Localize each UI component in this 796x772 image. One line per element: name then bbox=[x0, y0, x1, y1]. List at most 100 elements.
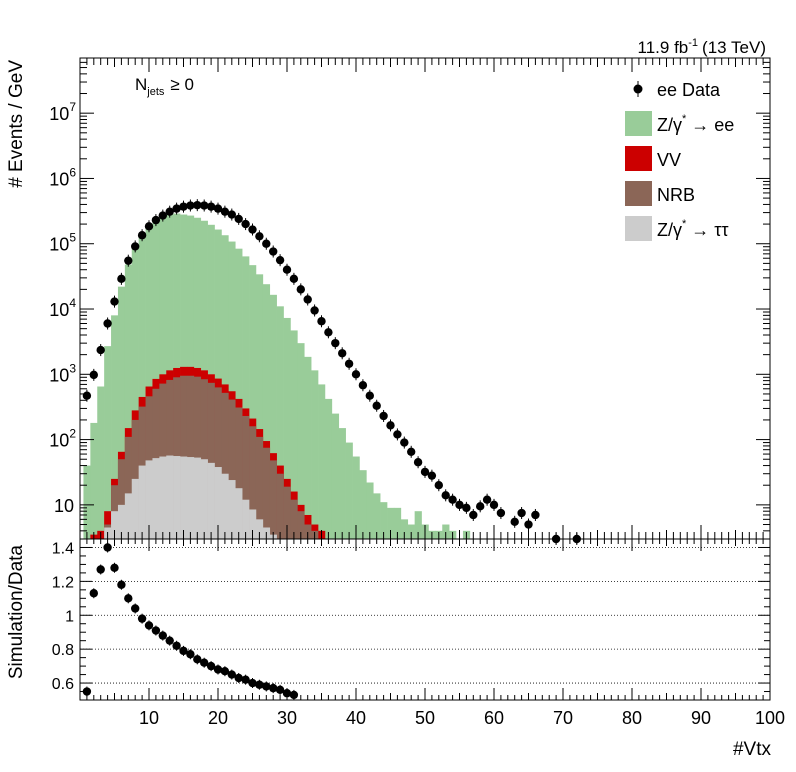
data-point bbox=[289, 274, 299, 284]
zee-bar bbox=[345, 442, 353, 539]
data-point bbox=[255, 232, 264, 241]
ratio-point bbox=[82, 687, 92, 696]
data-point bbox=[213, 204, 223, 213]
legend-label-superscript: * bbox=[682, 218, 687, 230]
zee-bar bbox=[297, 343, 305, 539]
data-point bbox=[351, 370, 361, 379]
data-point bbox=[200, 201, 209, 210]
y-tick-label-exponent: 2 bbox=[69, 427, 76, 441]
legend-marker bbox=[633, 84, 643, 94]
y-tick-label: 103 bbox=[49, 361, 76, 385]
y-tick-label-base: 10 bbox=[49, 300, 69, 320]
zee-bar bbox=[242, 256, 250, 539]
ratio-point bbox=[89, 589, 99, 598]
ratio-point bbox=[200, 658, 209, 667]
ztt-bar bbox=[166, 455, 174, 539]
data-point bbox=[489, 500, 499, 510]
data-point bbox=[186, 201, 195, 210]
luminosity-label: 11.9 fb-1 (13 TeV) bbox=[638, 37, 766, 57]
data-point bbox=[393, 430, 402, 439]
data-point bbox=[241, 219, 250, 229]
x-tick-label: 50 bbox=[415, 708, 435, 728]
luminosity-value: 11.9 fb bbox=[638, 38, 689, 57]
legend-label: Z/γ* → ττ bbox=[657, 218, 729, 240]
y-tick-label-base: 10 bbox=[49, 365, 69, 385]
nrb-bar bbox=[221, 392, 229, 539]
nrb-bar bbox=[290, 499, 298, 539]
x-tick-label: 60 bbox=[484, 708, 504, 728]
nrb-bar bbox=[214, 387, 222, 539]
zee-bar bbox=[131, 246, 139, 539]
ztt-bar bbox=[131, 478, 139, 539]
data-point bbox=[137, 231, 147, 240]
jets-label-symbol: N bbox=[135, 75, 147, 94]
zee-bar bbox=[117, 286, 126, 539]
luminosity-exponent: -1 bbox=[688, 37, 698, 49]
y-tick-label-exponent: 4 bbox=[69, 296, 76, 310]
data-point bbox=[448, 495, 457, 504]
data-point bbox=[82, 391, 92, 400]
legend-swatch bbox=[625, 111, 652, 136]
x-tick-label: 90 bbox=[691, 708, 711, 728]
ratio-point bbox=[248, 678, 257, 688]
data-point bbox=[248, 225, 257, 234]
data-point bbox=[517, 508, 526, 518]
ztt-bar bbox=[124, 493, 133, 539]
zee-bar bbox=[269, 294, 277, 539]
legend-label: Z/γ* → ee bbox=[657, 113, 734, 135]
zee-bar bbox=[249, 265, 257, 539]
data-point bbox=[193, 200, 202, 210]
data-point bbox=[158, 211, 167, 220]
ratio-point bbox=[227, 670, 236, 679]
zee-bar bbox=[373, 493, 381, 539]
luminosity-energy: (13 TeV) bbox=[702, 38, 766, 57]
y-tick-label: 10 bbox=[54, 496, 74, 516]
nrb-bar bbox=[297, 511, 305, 539]
y-tick-label-base: 10 bbox=[49, 104, 69, 124]
data-point bbox=[282, 265, 292, 274]
ratio-point bbox=[275, 685, 285, 695]
jet-multiplicity-label: Njets ≥ 0 bbox=[135, 75, 194, 98]
x-tick-label: 80 bbox=[622, 708, 642, 728]
jets-label-subscript: jets bbox=[146, 86, 165, 98]
ztt-bar bbox=[235, 488, 243, 539]
legend-swatch bbox=[625, 146, 652, 171]
nrb-bar bbox=[117, 459, 126, 539]
ztt-bar bbox=[249, 509, 257, 539]
zee-bar bbox=[290, 330, 298, 539]
ztt-bar bbox=[145, 460, 153, 539]
data-point bbox=[365, 391, 374, 400]
data-point bbox=[358, 381, 368, 390]
data-point bbox=[510, 517, 519, 527]
ratio-point bbox=[241, 675, 250, 684]
ztt-bar bbox=[117, 504, 126, 539]
data-point bbox=[303, 295, 312, 304]
x-tick-label: 30 bbox=[277, 708, 297, 728]
ratio-y-tick-label: 1.2 bbox=[52, 574, 74, 591]
y-tick-label-base: 10 bbox=[54, 496, 74, 516]
data-point bbox=[179, 202, 188, 211]
nrb-bar bbox=[283, 486, 291, 539]
nrb-bar bbox=[269, 460, 277, 539]
legend-label: ee Data bbox=[657, 80, 721, 100]
y-tick-label-base: 10 bbox=[49, 431, 69, 451]
legend-label-text: Z/γ bbox=[657, 115, 682, 135]
x-axis-label: #Vtx bbox=[733, 739, 772, 760]
lower-frame bbox=[79, 538, 771, 701]
zee-bar bbox=[228, 241, 236, 539]
zee-bar bbox=[111, 315, 119, 539]
data-point bbox=[151, 215, 161, 225]
y-tick-label-exponent: 5 bbox=[69, 231, 76, 245]
data-point bbox=[172, 204, 181, 213]
zee-bar bbox=[235, 248, 243, 539]
ztt-bar bbox=[207, 462, 215, 539]
zee-bar bbox=[304, 356, 312, 539]
legend-swatch bbox=[625, 216, 652, 241]
data-point bbox=[531, 510, 540, 520]
zee-bar bbox=[359, 470, 367, 539]
ratio-point bbox=[131, 604, 140, 613]
ratio-point bbox=[193, 655, 202, 664]
zee-bar bbox=[90, 422, 98, 539]
y-tick-label-exponent: 6 bbox=[69, 165, 76, 179]
upper-y-axis-label: # Events / GeV bbox=[6, 60, 27, 188]
